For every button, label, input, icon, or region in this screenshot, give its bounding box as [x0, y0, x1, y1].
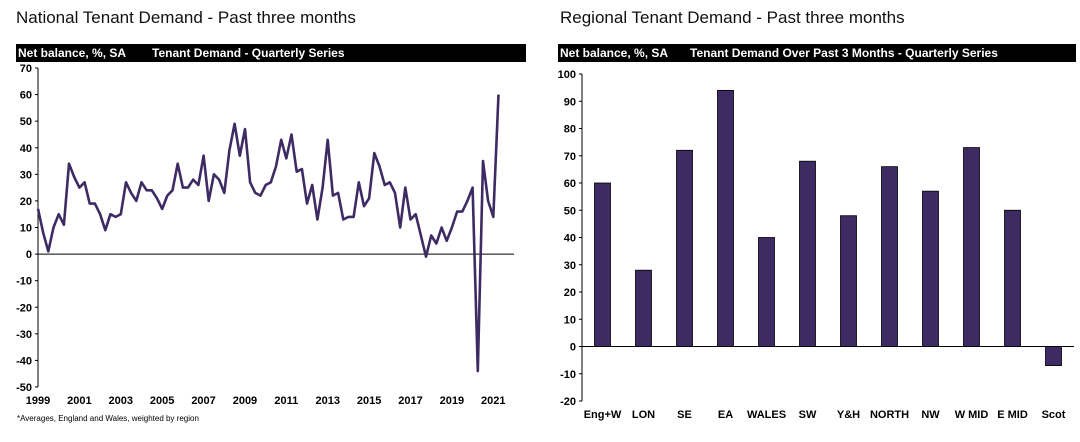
national-y-tick-label: 20 — [20, 196, 32, 208]
national-y-tick-label: -30 — [16, 329, 32, 341]
regional-x-tick-label: Eng+W — [584, 409, 622, 421]
national-x-tick-label: 2013 — [315, 395, 339, 407]
regional-chart-title: Tenant Demand Over Past 3 Months - Quart… — [690, 46, 998, 60]
national-x-tick-label: 1999 — [26, 395, 50, 407]
regional-bar — [799, 160, 816, 347]
regional-panel-title: Regional Tenant Demand - Past three mont… — [560, 8, 905, 27]
national-y-tick-label: 40 — [20, 143, 32, 155]
regional-ylabel: Net balance, %, SA — [560, 46, 669, 60]
national-x-tick-label: 2009 — [233, 395, 257, 407]
regional-x-tick-label: SE — [677, 409, 692, 421]
regional-x-tick-label: E MID — [997, 409, 1028, 421]
regional-y-tick-label: -20 — [560, 396, 576, 408]
regional-x-tick-label: WALES — [747, 409, 786, 421]
national-y-tick-label: 70 — [20, 63, 32, 75]
regional-y-tick-label: 50 — [564, 205, 576, 217]
national-y-tick-label: 0 — [26, 249, 32, 261]
regional-y-tick-label: 80 — [564, 124, 576, 136]
regional-bar — [1004, 209, 1021, 347]
national-y-tick-label: 10 — [20, 223, 32, 235]
regional-y-tick-label: 0 — [570, 342, 576, 354]
national-footnote: *Averages, England and Wales, weighted b… — [17, 414, 199, 423]
national-x-tick-label: 2011 — [274, 395, 298, 407]
national-line-chart: -50 -40 -30 -20 -10 0 10 20 30 40 50 60 70 1999 2001 20… — [16, 63, 514, 407]
regional-bar — [881, 166, 898, 347]
national-y-tick-label: 50 — [20, 116, 32, 128]
national-x-tick-label: 2003 — [109, 395, 133, 407]
national-y-tick-label: -40 — [16, 355, 32, 367]
regional-y-tick-label: 40 — [564, 233, 576, 245]
regional-y-tick-label: 60 — [564, 178, 576, 190]
national-ylabel: Net balance, %, SA — [18, 46, 127, 60]
national-y-tick-label: -50 — [16, 382, 32, 394]
national-y-tick-label: -20 — [16, 302, 32, 314]
regional-bar — [676, 149, 693, 347]
regional-y-tick-label: 70 — [564, 151, 576, 163]
regional-y-tick-label: 20 — [564, 287, 576, 299]
regional-bar-chart: -20 -10 0 10 20 30 40 50 60 70 80 90 100 Eng+W LON SE EA… — [558, 69, 1074, 421]
national-tenant-demand-panel: National Tenant Demand - Past three mont… — [0, 0, 530, 442]
national-demand-series-line — [36, 94, 500, 373]
regional-bar — [1045, 346, 1062, 366]
regional-y-tick-label: 100 — [558, 69, 576, 81]
national-x-tick-label: 2019 — [440, 395, 464, 407]
regional-tenant-demand-panel: Regional Tenant Demand - Past three mont… — [548, 0, 1080, 442]
regional-y-tick-label: 90 — [564, 96, 576, 108]
regional-x-tick-label: Scot — [1042, 409, 1066, 421]
regional-y-tick-label: 10 — [564, 314, 576, 326]
regional-x-tick-label: W MID — [955, 409, 989, 421]
regional-x-tick-label: SW — [799, 409, 817, 421]
national-x-tick-label: 2021 — [481, 395, 505, 407]
regional-x-tick-label: EA — [718, 409, 733, 421]
national-x-tick-label: 2001 — [67, 395, 91, 407]
national-chart-title: Tenant Demand - Quarterly Series — [152, 46, 345, 60]
national-x-tick-label: 2005 — [150, 395, 174, 407]
regional-x-tick-label: Y&H — [837, 409, 860, 421]
regional-chart-header-band: Net balance, %, SA Tenant Demand Over Pa… — [558, 44, 1076, 62]
regional-y-tick-label: -10 — [560, 369, 576, 381]
national-y-tick-label: 30 — [20, 169, 32, 181]
national-chart-header-band: Net balance, %, SA Tenant Demand - Quart… — [16, 44, 526, 62]
regional-bar — [717, 89, 734, 347]
national-panel-title: National Tenant Demand - Past three mont… — [16, 8, 356, 27]
regional-y-tick-label: 30 — [564, 260, 576, 272]
regional-bar — [922, 190, 939, 347]
national-y-tick-label: -10 — [16, 276, 32, 288]
regional-bar — [758, 237, 775, 347]
national-x-tick-label: 2017 — [398, 395, 422, 407]
regional-bar — [594, 182, 611, 347]
national-x-tick-label: 2015 — [357, 395, 381, 407]
regional-x-tick-label: NORTH — [870, 409, 909, 421]
regional-bar — [840, 215, 857, 347]
regional-bar — [963, 147, 980, 347]
regional-x-tick-label: LON — [632, 409, 655, 421]
national-y-tick-label: 60 — [20, 90, 32, 102]
regional-x-tick-label: NW — [921, 409, 940, 421]
regional-bar — [635, 269, 652, 347]
national-x-tick-label: 2007 — [191, 395, 215, 407]
